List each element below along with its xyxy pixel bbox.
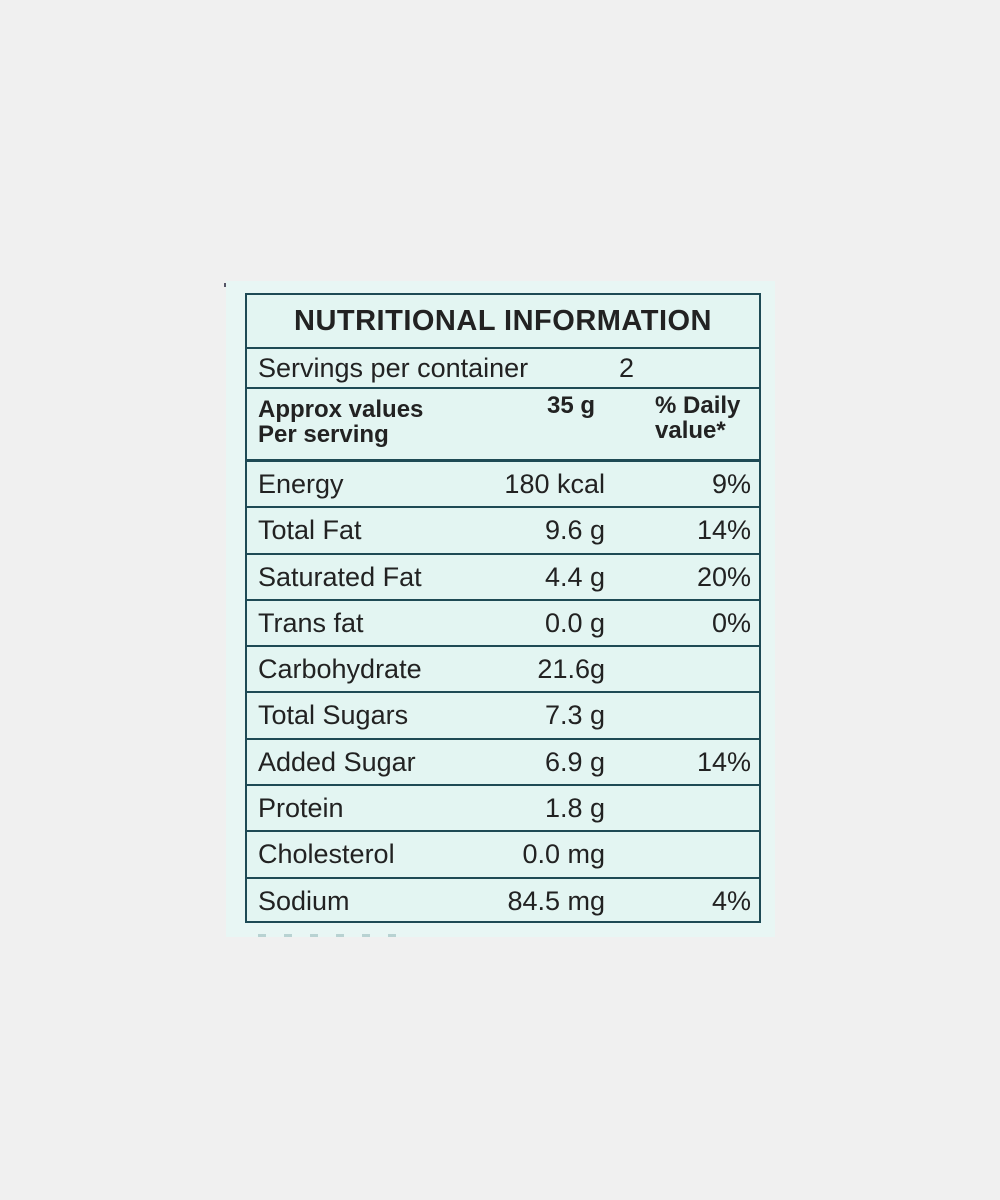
nutrient-row-added-sugar: Added Sugar 6.9 g 14% [247, 740, 759, 787]
nutrient-row-energy: Energy 180 kcal 9% [247, 462, 759, 509]
nutrient-daily-value: 9% [711, 469, 751, 499]
header-approx-values: Approx values Per serving [258, 397, 498, 447]
nutrient-daily-value: 4% [711, 885, 751, 916]
print-speck [224, 283, 226, 287]
nutrient-row-cholesterol: Cholesterol 0.0 mg [247, 832, 759, 879]
nutrient-name: Carbohydrate [258, 654, 422, 685]
nutrient-amount: 6.9 g [544, 746, 605, 777]
nutrient-name: Added Sugar [258, 746, 416, 777]
nutrient-amount: 180 kcal [504, 469, 605, 499]
nutrient-name: Protein [258, 793, 344, 824]
column-header-row: Approx values Per serving 35 g % Daily v… [247, 389, 759, 462]
nutrient-daily-value: 20% [696, 561, 751, 592]
nutrient-name: Cholesterol [258, 839, 395, 870]
header-serving-size: 35 g [547, 392, 596, 419]
header-daily-line2: value* [655, 417, 726, 444]
nutrient-name: Sodium [258, 885, 350, 916]
nutrient-rows: Energy 180 kcal 9% Total Fat 9.6 g 14% S… [247, 462, 759, 925]
nutrient-daily-value: 0% [711, 607, 751, 638]
header-daily-value: % Daily value* [655, 393, 765, 443]
nutrient-amount: 0.0 mg [522, 839, 605, 870]
nutrient-amount: 1.8 g [544, 793, 605, 824]
header-approx-line2: Per serving [258, 421, 389, 448]
header-daily-line1: % Daily [655, 392, 741, 419]
servings-row: Servings per container 2 [247, 349, 759, 389]
nutrient-row-total-sugars: Total Sugars 7.3 g [247, 693, 759, 740]
nutrient-amount: 9.6 g [544, 515, 605, 546]
nutrient-row-protein: Protein 1.8 g [247, 786, 759, 833]
nutrient-name: Total Sugars [258, 700, 409, 731]
panel-title: NUTRITIONAL INFORMATION [247, 295, 759, 349]
nutrient-amount: 21.6g [537, 654, 605, 685]
header-approx-line1: Approx values [258, 396, 424, 423]
nutrient-amount: 84.5 mg [507, 885, 605, 916]
servings-value: 2 [619, 353, 635, 383]
nutrient-name: Saturated Fat [258, 561, 422, 592]
nutrient-row-saturated-fat: Saturated Fat 4.4 g 20% [247, 555, 759, 601]
nutrient-row-sodium: Sodium 84.5 mg 4% [247, 879, 759, 925]
nutrient-daily-value: 14% [696, 515, 751, 546]
nutrition-facts-panel: NUTRITIONAL INFORMATION Servings per con… [245, 293, 761, 923]
nutrient-amount: 0.0 g [544, 607, 605, 638]
nutrient-name: Energy [258, 469, 344, 499]
cropped-text-remnant [258, 934, 408, 937]
servings-label: Servings per container [258, 353, 529, 383]
nutrient-name: Trans fat [258, 607, 364, 638]
nutrient-row-carbohydrate: Carbohydrate 21.6g [247, 647, 759, 694]
nutrient-amount: 7.3 g [544, 700, 605, 731]
nutrient-amount: 4.4 g [544, 561, 605, 592]
nutrient-daily-value: 14% [696, 746, 751, 777]
nutrient-row-total-fat: Total Fat 9.6 g 14% [247, 508, 759, 555]
nutrient-name: Total Fat [258, 515, 362, 546]
nutrient-row-trans-fat: Trans fat 0.0 g 0% [247, 601, 759, 648]
